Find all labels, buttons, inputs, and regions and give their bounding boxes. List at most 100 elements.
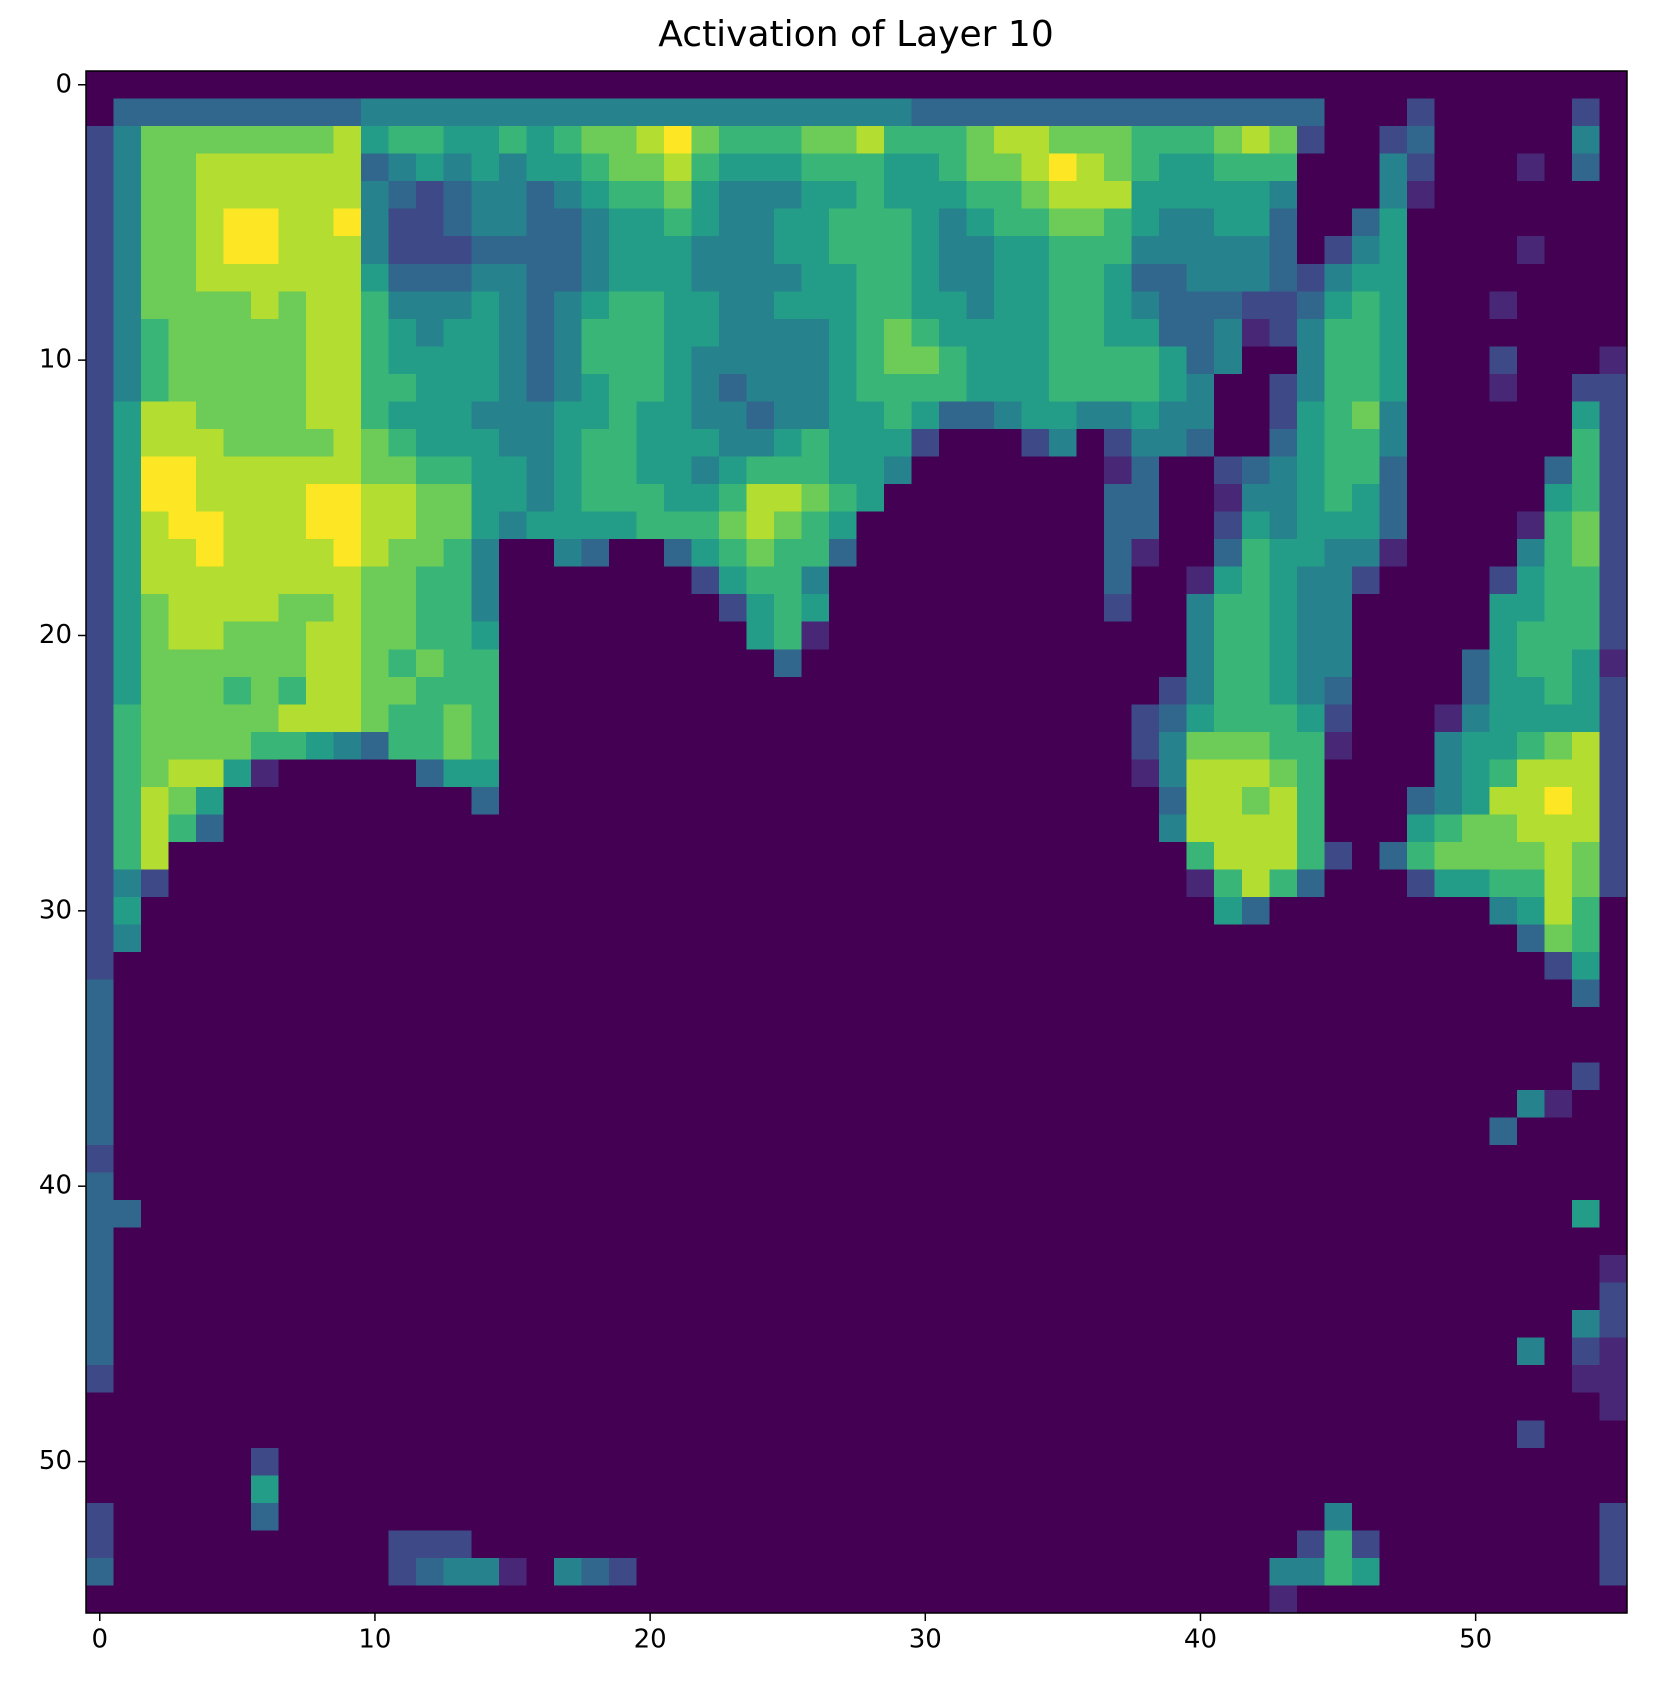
heatmap-cell bbox=[966, 1530, 995, 1559]
heatmap-cell bbox=[416, 1199, 445, 1229]
heatmap-cell bbox=[1324, 208, 1353, 237]
heatmap-cell bbox=[608, 1475, 637, 1504]
heatmap-cell bbox=[718, 126, 748, 155]
heatmap-cell bbox=[911, 1420, 940, 1449]
heatmap-cell bbox=[498, 869, 527, 898]
heatmap-cell bbox=[498, 181, 527, 210]
heatmap-cell bbox=[608, 1310, 637, 1339]
heatmap-cell bbox=[113, 1062, 142, 1091]
heatmap-cell bbox=[1269, 208, 1298, 237]
heatmap-cell bbox=[196, 1365, 225, 1394]
heatmap-cell bbox=[443, 291, 472, 320]
heatmap-cell bbox=[884, 704, 913, 733]
heatmap-cell bbox=[608, 759, 637, 788]
heatmap-cell bbox=[1324, 1420, 1353, 1449]
heatmap-cell bbox=[1296, 539, 1325, 568]
heatmap-cell bbox=[443, 869, 472, 898]
heatmap-cell bbox=[746, 1530, 775, 1559]
heatmap-cell bbox=[416, 1062, 445, 1091]
heatmap-cell bbox=[1186, 676, 1215, 705]
heatmap-cell bbox=[1214, 153, 1243, 182]
heatmap-cell bbox=[1131, 1172, 1160, 1201]
heatmap-cell bbox=[443, 1420, 472, 1449]
heatmap-cell bbox=[361, 1227, 390, 1256]
heatmap-cell bbox=[388, 1062, 417, 1091]
heatmap-cell bbox=[443, 401, 472, 430]
heatmap-cell bbox=[113, 401, 142, 430]
heatmap-cell bbox=[168, 1392, 197, 1421]
heatmap-cell bbox=[663, 1557, 692, 1587]
heatmap-cell bbox=[1186, 346, 1215, 375]
heatmap-cell bbox=[939, 1557, 968, 1587]
heatmap-cell bbox=[278, 924, 307, 953]
heatmap-cell bbox=[1159, 318, 1188, 347]
heatmap-cell bbox=[388, 621, 417, 650]
heatmap-cell bbox=[1296, 621, 1325, 650]
heatmap-cell bbox=[581, 1392, 610, 1421]
heatmap-cell bbox=[416, 786, 445, 816]
heatmap-cell bbox=[828, 1034, 858, 1063]
heatmap-cell bbox=[1186, 979, 1215, 1008]
heatmap-cell bbox=[801, 456, 830, 485]
heatmap-cell bbox=[251, 1420, 280, 1449]
heatmap-cell bbox=[1406, 1420, 1435, 1449]
heatmap-cell bbox=[1159, 1475, 1188, 1504]
heatmap-cell bbox=[1544, 566, 1573, 595]
heatmap-cell bbox=[113, 1089, 142, 1118]
heatmap-cell bbox=[1406, 1255, 1435, 1284]
heatmap-cell bbox=[251, 1144, 280, 1174]
heatmap-cell bbox=[1544, 869, 1573, 898]
heatmap-cell bbox=[1599, 731, 1628, 760]
heatmap-cell bbox=[1351, 649, 1380, 678]
heatmap-cell bbox=[1296, 1502, 1325, 1531]
heatmap-cell bbox=[223, 759, 252, 788]
heatmap-cell bbox=[1186, 291, 1215, 320]
heatmap-cell bbox=[1544, 1502, 1573, 1531]
heatmap-cell bbox=[581, 181, 610, 210]
heatmap-cell bbox=[1516, 1585, 1546, 1614]
heatmap-cell bbox=[278, 897, 307, 926]
heatmap-cell bbox=[361, 1392, 390, 1421]
heatmap-cell bbox=[1379, 401, 1408, 430]
heatmap-cell bbox=[1076, 1255, 1105, 1284]
heatmap-cell bbox=[1599, 1557, 1628, 1587]
heatmap-cell bbox=[113, 428, 142, 458]
heatmap-cell bbox=[1214, 401, 1243, 430]
heatmap-cell bbox=[636, 126, 665, 155]
heatmap-cell bbox=[333, 1447, 362, 1476]
heatmap-cell bbox=[773, 126, 803, 155]
heatmap-cell bbox=[113, 759, 142, 788]
heatmap-cell bbox=[581, 1420, 610, 1449]
heatmap-cell bbox=[773, 539, 803, 568]
heatmap-cell bbox=[1599, 71, 1628, 100]
heatmap-cell bbox=[1241, 676, 1270, 705]
heatmap-cell bbox=[856, 594, 885, 623]
heatmap-cell bbox=[1049, 1530, 1078, 1559]
heatmap-cell bbox=[1214, 1089, 1243, 1118]
heatmap-cell bbox=[773, 1007, 803, 1036]
heatmap-cell bbox=[526, 1062, 555, 1091]
heatmap-cell bbox=[1599, 126, 1628, 155]
heatmap-cell bbox=[994, 566, 1023, 595]
heatmap-cell bbox=[773, 1117, 803, 1146]
heatmap-cell bbox=[1324, 1007, 1353, 1036]
heatmap-cell bbox=[443, 1062, 472, 1091]
heatmap-cell bbox=[718, 621, 748, 650]
heatmap-cell bbox=[1104, 1034, 1133, 1063]
heatmap-cell bbox=[168, 621, 197, 650]
heatmap-cell bbox=[1599, 1227, 1628, 1256]
heatmap-cell bbox=[278, 1365, 307, 1394]
heatmap-cell bbox=[966, 263, 995, 292]
heatmap-cell bbox=[801, 401, 830, 430]
heatmap-cell bbox=[361, 1282, 390, 1311]
heatmap-cell bbox=[718, 566, 748, 595]
heatmap-cell bbox=[994, 1172, 1023, 1201]
heatmap-cell bbox=[1296, 842, 1325, 871]
plot-frame bbox=[85, 70, 1628, 1614]
heatmap-cell bbox=[361, 1255, 390, 1284]
heatmap-cell bbox=[1241, 1227, 1270, 1256]
heatmap-cell bbox=[278, 1337, 307, 1366]
heatmap-cell bbox=[856, 814, 885, 843]
heatmap-cell bbox=[1021, 1530, 1050, 1559]
